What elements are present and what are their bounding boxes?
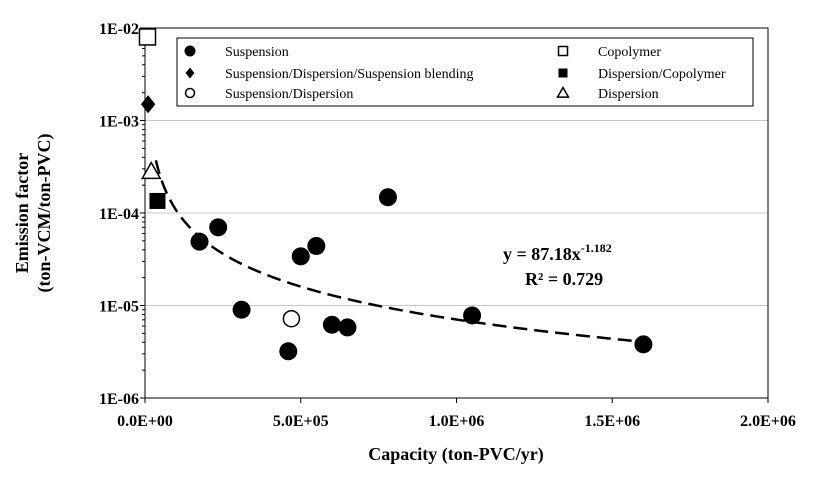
- legend-marker: [184, 45, 196, 57]
- trend-equation: y = 87.18x-1.182 R² = 0.729: [503, 241, 612, 289]
- y-tick-label: 1E-02: [99, 21, 139, 38]
- data-points: [138, 28, 653, 361]
- legend-marker: [556, 85, 570, 98]
- legend: Suspension Suspension/Dispersion/Suspensi…: [176, 37, 754, 107]
- data-point: [149, 192, 166, 209]
- data-point: [209, 218, 228, 237]
- data-point: [138, 28, 157, 46]
- data-point: [634, 335, 653, 354]
- data-point: [463, 306, 482, 325]
- data-point: [291, 247, 310, 266]
- legend-label: Dispersion/Copolymer: [598, 67, 726, 82]
- x-tick-label: 1.0E+06: [429, 413, 485, 430]
- data-point: [279, 342, 298, 361]
- y-tick-label: 1E-05: [99, 299, 139, 316]
- legend-label: Suspension: [225, 45, 289, 60]
- legend-label: Copolymer: [598, 45, 661, 60]
- trendline: [154, 160, 644, 344]
- x-tick-label: 0.0E+00: [117, 413, 173, 430]
- data-point: [378, 188, 397, 207]
- data-point: [307, 236, 326, 255]
- legend-label: Suspension/Dispersion/Suspension blendin…: [225, 67, 474, 82]
- x-axis-title: Capacity (ton-PVC/yr): [368, 444, 543, 465]
- equation-exponent: -1.182: [581, 241, 612, 255]
- legend-label: Dispersion: [598, 87, 659, 102]
- legend-marker: [185, 67, 195, 79]
- data-point: [338, 318, 357, 337]
- legend-marker: [557, 45, 569, 57]
- equation-base: y = 87.18x: [503, 244, 581, 264]
- grid-lines: [145, 120, 768, 306]
- data-point: [190, 232, 209, 251]
- data-point: [322, 315, 341, 334]
- x-tick-label: 5.0E+05: [273, 413, 329, 430]
- data-point: [140, 161, 162, 180]
- y-tick-label: 1E-03: [99, 114, 139, 131]
- legend-box: [176, 37, 754, 107]
- x-tick-label: 1.5E+06: [584, 413, 640, 430]
- equation-text: y = 87.18x-1.182: [503, 241, 612, 264]
- data-point: [140, 95, 156, 114]
- legend-marker: [184, 87, 196, 99]
- legend-items: Suspension Suspension/Dispersion/Suspensi…: [184, 45, 726, 102]
- y-tick-label: 1E-04: [99, 206, 139, 223]
- y-tick-label: 1E-06: [99, 391, 139, 408]
- r-squared-text: R² = 0.729: [525, 269, 603, 289]
- data-point: [232, 300, 251, 319]
- data-point: [282, 309, 301, 328]
- power-trendline: [154, 160, 644, 344]
- y-axis-title-line2: (ton-VCM/ton-PVC): [34, 134, 55, 293]
- y-axis-title-line1: Emission factor: [12, 153, 32, 274]
- axes: 1E-06 1E-05 1E-04 1E-03 1E-02 0.0E+00 5.0E+05 1…: [99, 21, 796, 430]
- legend-label: Suspension/Dispersion: [225, 87, 353, 102]
- legend-marker: [558, 68, 568, 78]
- x-tick-label: 2.0E+06: [740, 413, 796, 430]
